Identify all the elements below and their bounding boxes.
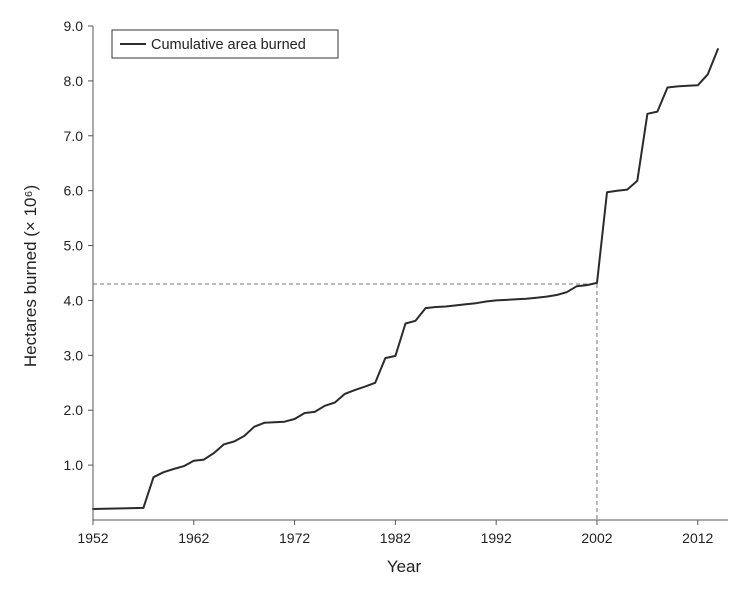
x-tick-label: 1962: [178, 530, 209, 546]
x-tick-label: 1972: [279, 530, 310, 546]
x-tick-label: 2012: [682, 530, 713, 546]
y-tick-label: 4.0: [64, 292, 84, 308]
y-tick-label: 6.0: [64, 183, 84, 199]
y-axis-ticks: 1.0 2.0 3.0 4.0 5.0 6.0 7.0 8.0 9.0: [64, 18, 93, 473]
y-tick-label: 3.0: [64, 347, 84, 363]
x-tick-label: 1992: [481, 530, 512, 546]
y-tick-label: 5.0: [64, 238, 84, 254]
y-axis-title: Hectares burned (× 10⁶): [21, 185, 40, 367]
x-tick-label: 1952: [77, 530, 108, 546]
legend-box: [111, 29, 339, 59]
x-axis-ticks: 1952 1962 1972 1982 1992 2002 2012: [77, 520, 714, 546]
y-tick-label: 1.0: [64, 457, 84, 473]
y-tick-label: 9.0: [64, 18, 84, 34]
x-tick-label: 2002: [581, 530, 612, 546]
axes: [92, 26, 728, 521]
x-tick-label: 1982: [380, 530, 411, 546]
y-tick-label: 7.0: [64, 128, 84, 144]
reference-lines: [93, 283, 598, 520]
y-tick-label: 8.0: [64, 73, 84, 89]
legend: Cumulative area burned: [111, 29, 339, 59]
y-tick-label: 2.0: [64, 402, 84, 418]
series-line-cumulative-area-burned: [92, 48, 719, 510]
legend-label-cumulative-area-burned: Cumulative area burned: [151, 37, 306, 53]
x-axis-title: Year: [387, 557, 422, 576]
series-layer: [92, 48, 719, 510]
